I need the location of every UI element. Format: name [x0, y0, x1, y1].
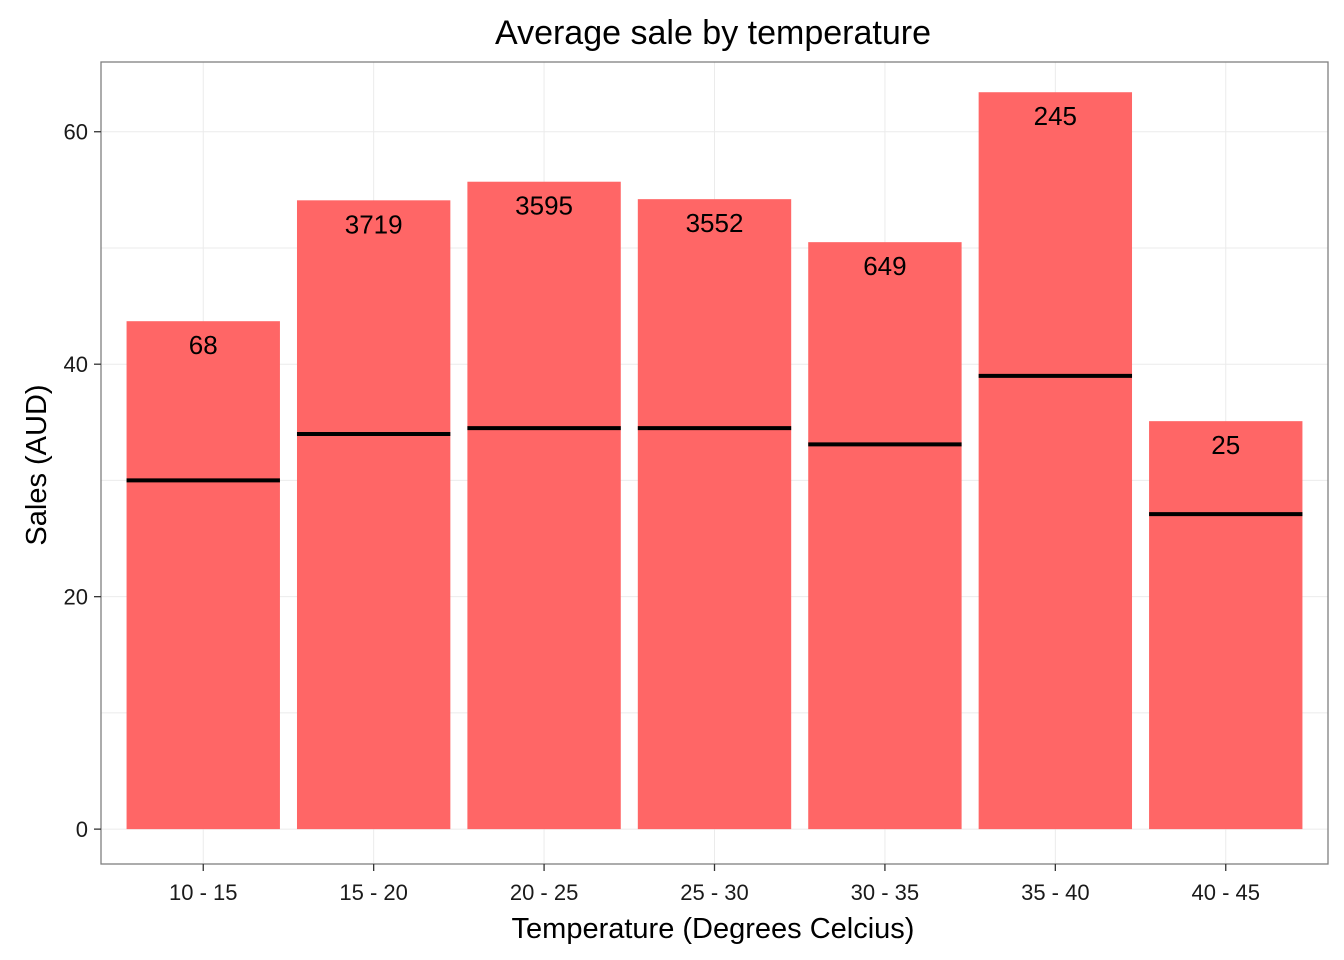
- bar: [978, 92, 1133, 830]
- y-axis: 0 20 40 60: [64, 120, 101, 842]
- y-tick-label: 20: [64, 585, 88, 610]
- median-lines: [126, 373, 1303, 517]
- chart-title: Average sale by temperature: [495, 14, 931, 52]
- x-axis: 10 - 15 15 - 20 20 - 25 25 - 30 30 - 35 35 - …: [169, 864, 1260, 905]
- data-labels: 68 3719 3595 3552 649 245 25: [189, 101, 1240, 460]
- data-label: 3552: [686, 208, 744, 238]
- y-tick-label: 0: [76, 817, 88, 842]
- y-axis-title: Sales (AUD): [21, 384, 53, 545]
- y-tick-label: 40: [64, 352, 88, 377]
- x-tick-label: 40 - 45: [1192, 880, 1261, 905]
- bar: [467, 181, 621, 830]
- data-label: 3719: [345, 209, 403, 239]
- x-tick-label: 10 - 15: [169, 880, 238, 905]
- x-tick-label: 20 - 25: [510, 880, 579, 905]
- y-tick-label: 60: [64, 120, 88, 145]
- x-tick-label: 25 - 30: [680, 880, 749, 905]
- data-label: 25: [1211, 430, 1240, 460]
- x-axis-title: Temperature (Degrees Celcius): [512, 913, 915, 945]
- bar: [637, 199, 792, 830]
- data-label: 649: [863, 251, 906, 281]
- bar: [126, 321, 280, 830]
- bars: [126, 92, 1303, 830]
- bar: [808, 242, 962, 830]
- data-label: 68: [189, 330, 218, 360]
- bar: [296, 200, 451, 830]
- data-label: 245: [1034, 101, 1077, 131]
- x-tick-label: 35 - 40: [1021, 880, 1090, 905]
- x-tick-label: 30 - 35: [851, 880, 920, 905]
- bar: [1149, 421, 1303, 830]
- x-tick-label: 15 - 20: [339, 880, 408, 905]
- data-label: 3595: [515, 191, 573, 221]
